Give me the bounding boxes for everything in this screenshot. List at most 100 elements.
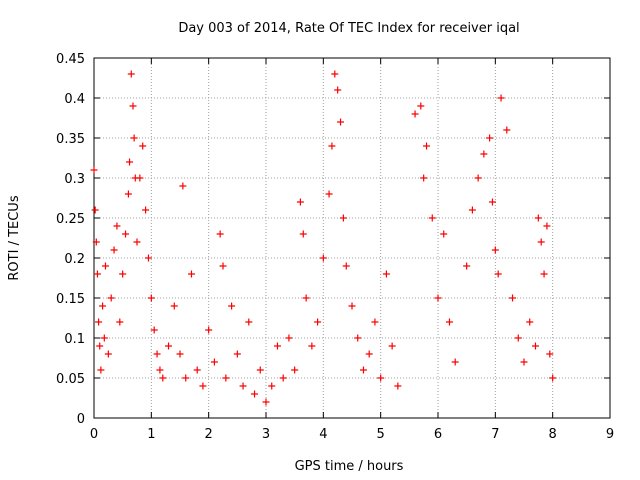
- data-point: [520, 358, 528, 366]
- x-tick-label: 8: [549, 427, 557, 442]
- data-point: [199, 382, 207, 390]
- y-tick-label: 0.1: [64, 332, 85, 347]
- data-point: [296, 198, 304, 206]
- data-point: [205, 326, 213, 334]
- data-point: [302, 294, 310, 302]
- data-point: [474, 174, 482, 182]
- data-point: [299, 230, 307, 238]
- y-tick-label: 0.3: [64, 172, 85, 187]
- data-point: [480, 150, 488, 158]
- data-point: [96, 342, 104, 350]
- x-tick-label: 1: [147, 427, 155, 442]
- data-point: [339, 214, 347, 222]
- data-point: [144, 254, 152, 262]
- data-point: [354, 334, 362, 342]
- data-point: [279, 374, 287, 382]
- data-point: [434, 294, 442, 302]
- x-tick-label: 3: [262, 427, 270, 442]
- data-point: [377, 374, 385, 382]
- data-point: [342, 262, 350, 270]
- data-point: [216, 230, 224, 238]
- data-point: [388, 342, 396, 350]
- data-point: [210, 358, 218, 366]
- data-point: [116, 318, 124, 326]
- data-point: [159, 374, 167, 382]
- data-point: [165, 342, 173, 350]
- y-tick-label: 0.35: [56, 132, 85, 147]
- data-point: [113, 222, 121, 230]
- data-point: [133, 238, 141, 246]
- data-point: [546, 350, 554, 358]
- plot-area-frame: [93, 57, 611, 419]
- data-point: [239, 382, 247, 390]
- data-point: [337, 118, 345, 126]
- x-axis-label: GPS time / hours: [295, 459, 404, 474]
- y-tick-label: 0.05: [56, 372, 85, 387]
- y-tick-label: 0.45: [56, 52, 85, 67]
- data-point: [219, 262, 227, 270]
- data-point: [245, 318, 253, 326]
- data-point: [497, 94, 505, 102]
- chart-title: Day 003 of 2014, Rate Of TEC Index for r…: [178, 21, 519, 36]
- data-point: [348, 302, 356, 310]
- data-point: [531, 342, 539, 350]
- data-point: [179, 182, 187, 190]
- data-point: [156, 366, 164, 374]
- data-point: [233, 350, 241, 358]
- data-point: [417, 102, 425, 110]
- data-point: [90, 166, 98, 174]
- data-point: [428, 214, 436, 222]
- x-tick-label: 9: [606, 427, 614, 442]
- data-point: [319, 254, 327, 262]
- data-point: [488, 198, 496, 206]
- data-point: [451, 358, 459, 366]
- grid-lines: [94, 58, 610, 418]
- data-point: [92, 238, 100, 246]
- data-point: [97, 366, 105, 374]
- data-point: [537, 238, 545, 246]
- y-axis-label: ROTI / TECUs: [7, 195, 22, 280]
- data-point: [423, 142, 431, 150]
- x-tick-label: 6: [434, 427, 442, 442]
- y-axis: 0 0.05 0.1 0.15 0.2 0.25 0.3 0.35 0.4 0.45: [56, 52, 610, 427]
- data-point: [273, 342, 281, 350]
- data-point: [285, 334, 293, 342]
- data-point: [411, 110, 419, 118]
- data-point: [104, 350, 112, 358]
- data-point: [394, 382, 402, 390]
- data-point: [314, 318, 322, 326]
- x-tick-label: 4: [319, 427, 327, 442]
- data-point: [420, 174, 428, 182]
- data-point: [126, 158, 134, 166]
- data-point: [325, 190, 333, 198]
- data-point: [262, 398, 270, 406]
- data-point: [543, 222, 551, 230]
- data-point: [170, 302, 178, 310]
- data-point: [526, 318, 534, 326]
- data-point: [308, 342, 316, 350]
- data-point: [124, 190, 132, 198]
- data-series-roti: [90, 70, 557, 406]
- x-tick-label: 5: [377, 427, 385, 442]
- data-point: [110, 246, 118, 254]
- data-point: [359, 366, 367, 374]
- data-point: [251, 390, 259, 398]
- data-point: [491, 246, 499, 254]
- data-point: [486, 134, 494, 142]
- data-point: [540, 270, 548, 278]
- x-axis: 0 1 2 3 4 5 6 7 8 9: [90, 58, 614, 442]
- y-tick-label: 0.15: [56, 292, 85, 307]
- data-point: [176, 350, 184, 358]
- data-point: [119, 270, 127, 278]
- data-point: [503, 126, 511, 134]
- data-point: [222, 374, 230, 382]
- y-tick-label: 0.25: [56, 212, 85, 227]
- data-point: [99, 302, 107, 310]
- data-point: [549, 374, 557, 382]
- y-tick-label: 0.4: [64, 92, 85, 107]
- data-point: [268, 382, 276, 390]
- data-point: [130, 134, 138, 142]
- data-point: [193, 366, 201, 374]
- data-point: [256, 366, 264, 374]
